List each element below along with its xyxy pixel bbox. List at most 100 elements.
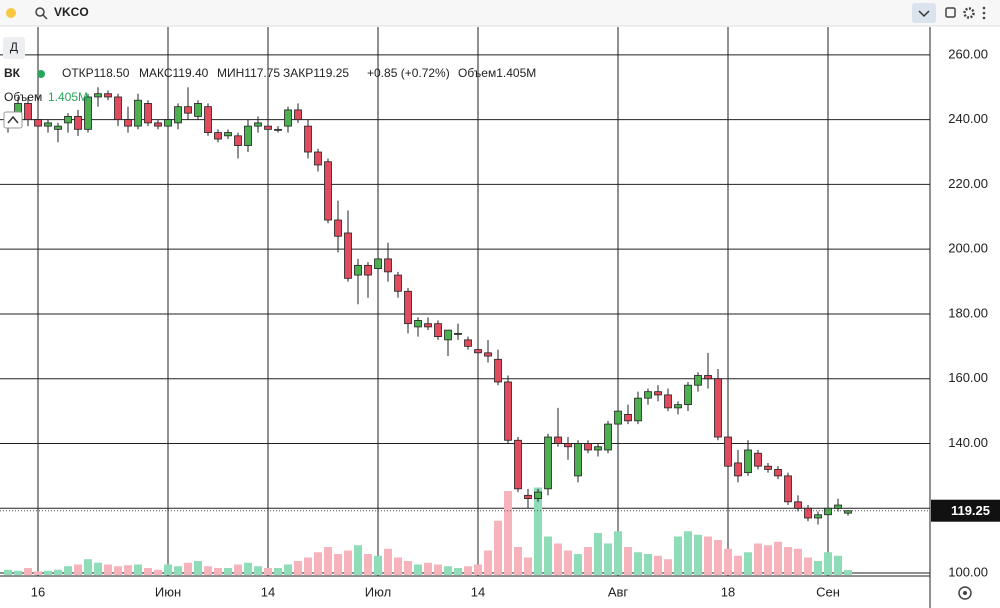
candle-body bbox=[184, 106, 192, 114]
candle-body bbox=[344, 232, 352, 279]
volume-bar bbox=[94, 562, 102, 575]
candle-body bbox=[124, 119, 132, 127]
volume-bar bbox=[564, 550, 572, 575]
last-price-label: 119.25 bbox=[951, 503, 990, 518]
volume-bar bbox=[814, 561, 822, 575]
candles bbox=[4, 87, 852, 525]
volume-bar bbox=[294, 561, 302, 575]
candle-body bbox=[254, 122, 262, 127]
volume-bar bbox=[334, 554, 342, 575]
volume-bar bbox=[224, 568, 232, 575]
volume-bar bbox=[14, 570, 22, 575]
candle-body bbox=[464, 339, 472, 347]
volume-bar bbox=[364, 554, 372, 575]
menu-dot bbox=[982, 16, 986, 20]
volume-bar bbox=[584, 547, 592, 575]
candle-body bbox=[614, 410, 622, 425]
volume-bar bbox=[104, 564, 112, 575]
candle-body bbox=[414, 320, 422, 328]
volume-bar bbox=[704, 536, 712, 575]
volume-bar bbox=[804, 557, 812, 575]
volume-bar bbox=[694, 534, 702, 575]
volume-bar bbox=[724, 548, 732, 575]
volume-bar bbox=[464, 566, 472, 575]
volume-bar bbox=[354, 545, 362, 575]
volume-bar bbox=[184, 562, 192, 575]
volume-bar bbox=[444, 566, 452, 575]
candle-body bbox=[814, 514, 822, 519]
candle-body bbox=[574, 443, 582, 477]
axes: 100.00120.00140.00160.00180.00200.00220.… bbox=[0, 46, 1000, 599]
volume-bar bbox=[544, 536, 552, 575]
volume-bar bbox=[344, 550, 352, 575]
volume-bar bbox=[554, 543, 562, 575]
volume-bar bbox=[134, 564, 142, 575]
candle-body bbox=[804, 507, 812, 519]
candle-body bbox=[734, 462, 742, 477]
candle-body bbox=[34, 119, 42, 127]
legend-volume: Объем1.405M bbox=[458, 66, 536, 80]
candle-body bbox=[544, 436, 552, 490]
settings-button[interactable] bbox=[963, 7, 975, 19]
last-price-box bbox=[931, 499, 1000, 522]
volume-bar bbox=[314, 552, 322, 575]
volume-bar bbox=[204, 566, 212, 575]
window-dot[interactable] bbox=[6, 8, 16, 18]
volume-bar bbox=[604, 543, 612, 575]
candle-body bbox=[404, 290, 412, 325]
volume-bar bbox=[614, 531, 622, 575]
volume-bar bbox=[74, 564, 82, 575]
volume-bar bbox=[114, 566, 122, 575]
volume-bar bbox=[434, 564, 442, 575]
settings-icon[interactable] bbox=[958, 586, 972, 600]
candle-body bbox=[774, 469, 782, 477]
collapse-button[interactable] bbox=[3, 111, 23, 129]
volume-bar bbox=[44, 570, 52, 575]
volume-bar bbox=[504, 491, 512, 575]
candle-body bbox=[84, 96, 92, 130]
volume-bar bbox=[244, 562, 252, 575]
candle-body bbox=[474, 349, 482, 354]
volume-bar bbox=[254, 566, 262, 575]
y-tick-label: 220.00 bbox=[948, 176, 988, 191]
window-button[interactable] bbox=[945, 7, 956, 18]
candle-body bbox=[364, 264, 372, 276]
volume-bar bbox=[674, 536, 682, 575]
search-text[interactable]: VKCO bbox=[54, 5, 89, 19]
volume-bar bbox=[234, 564, 242, 575]
volume-bar bbox=[264, 568, 272, 575]
volume-bar bbox=[384, 548, 392, 575]
x-tick-label: Авг bbox=[608, 584, 629, 599]
volume-bar bbox=[274, 568, 282, 575]
volume-bar bbox=[284, 564, 292, 575]
interval-button[interactable] bbox=[3, 37, 25, 59]
volume-bar bbox=[84, 559, 92, 575]
volume-bar bbox=[374, 555, 382, 575]
volume-bar bbox=[534, 487, 542, 575]
legend-open: ОТКР118.50 bbox=[62, 66, 130, 80]
settings-icon-center bbox=[963, 591, 967, 595]
volume-bar bbox=[644, 554, 652, 575]
volume-bar bbox=[4, 569, 12, 575]
search-icon[interactable] bbox=[35, 7, 45, 17]
candle-body bbox=[24, 103, 32, 121]
volume-bar bbox=[324, 547, 332, 575]
candle-body bbox=[634, 397, 642, 422]
volume-bar bbox=[484, 550, 492, 575]
volume-bar bbox=[764, 545, 772, 575]
candle-body bbox=[454, 332, 462, 335]
volume-bar bbox=[494, 520, 502, 575]
candle-body bbox=[834, 504, 842, 509]
volume-bar bbox=[164, 564, 172, 575]
volume-bar bbox=[194, 561, 202, 575]
volume-bar bbox=[784, 547, 792, 575]
volume-bar bbox=[664, 559, 672, 575]
volume-bar bbox=[214, 568, 222, 575]
y-tick-label: 160.00 bbox=[948, 370, 988, 385]
menu-dot[interactable] bbox=[982, 6, 986, 10]
dropdown-button[interactable] bbox=[912, 3, 936, 23]
volume-bar bbox=[304, 557, 312, 575]
dropdown-icon bbox=[918, 10, 930, 18]
grid bbox=[0, 27, 930, 576]
